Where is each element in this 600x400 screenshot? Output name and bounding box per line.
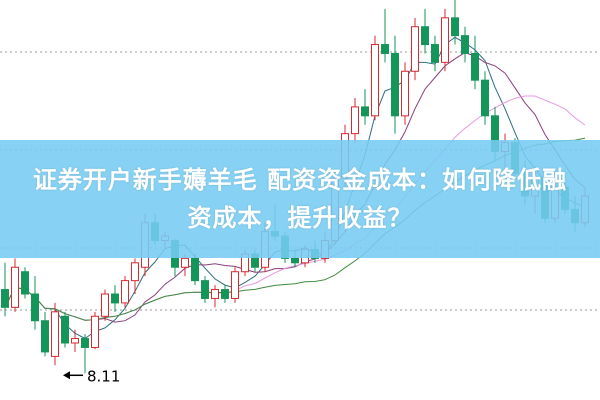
candle-up	[441, 17, 449, 63]
candle-down	[291, 257, 299, 264]
candle-up	[131, 262, 139, 282]
candle-up	[231, 271, 239, 299]
candle-down	[471, 52, 479, 81]
candle-up	[71, 338, 79, 344]
candle-up	[51, 311, 59, 357]
candle-down	[221, 289, 229, 299]
candle-down	[461, 35, 469, 54]
candle-up	[91, 315, 99, 348]
title-banner: 证券开户新手薅羊毛 配资资金成本：如何降低融 资成本，提升收益？	[0, 140, 600, 258]
title-line-1: 证券开户新手薅羊毛 配资资金成本：如何降低融	[32, 166, 568, 194]
candle-down	[391, 52, 399, 117]
candle-up	[351, 106, 359, 135]
candle-up	[411, 26, 419, 72]
candle-down	[61, 315, 69, 344]
candle-down	[481, 79, 489, 117]
candle-up	[101, 293, 109, 317]
candle-up	[121, 280, 129, 304]
candle-up	[211, 289, 219, 299]
candle-down	[421, 26, 429, 46]
annotation-arrow-head	[63, 371, 70, 380]
candle-down	[41, 320, 49, 353]
title-line-2: 资成本，提升收益？	[187, 204, 413, 232]
candle-down	[111, 293, 119, 304]
candle-down	[381, 44, 389, 54]
candle-down	[431, 44, 439, 63]
candle-up	[11, 266, 19, 308]
candle-down	[31, 293, 39, 322]
candle-up	[371, 44, 379, 117]
candle-up	[401, 70, 409, 117]
low-price-label: 8.11	[87, 367, 120, 385]
candle-down	[1, 289, 9, 308]
candle-down	[361, 106, 369, 117]
candle-down	[191, 257, 199, 282]
candle-down	[81, 338, 89, 348]
candle-down	[21, 271, 29, 295]
candle-down	[201, 280, 209, 299]
candle-down	[451, 17, 459, 37]
candle-up	[181, 257, 189, 268]
